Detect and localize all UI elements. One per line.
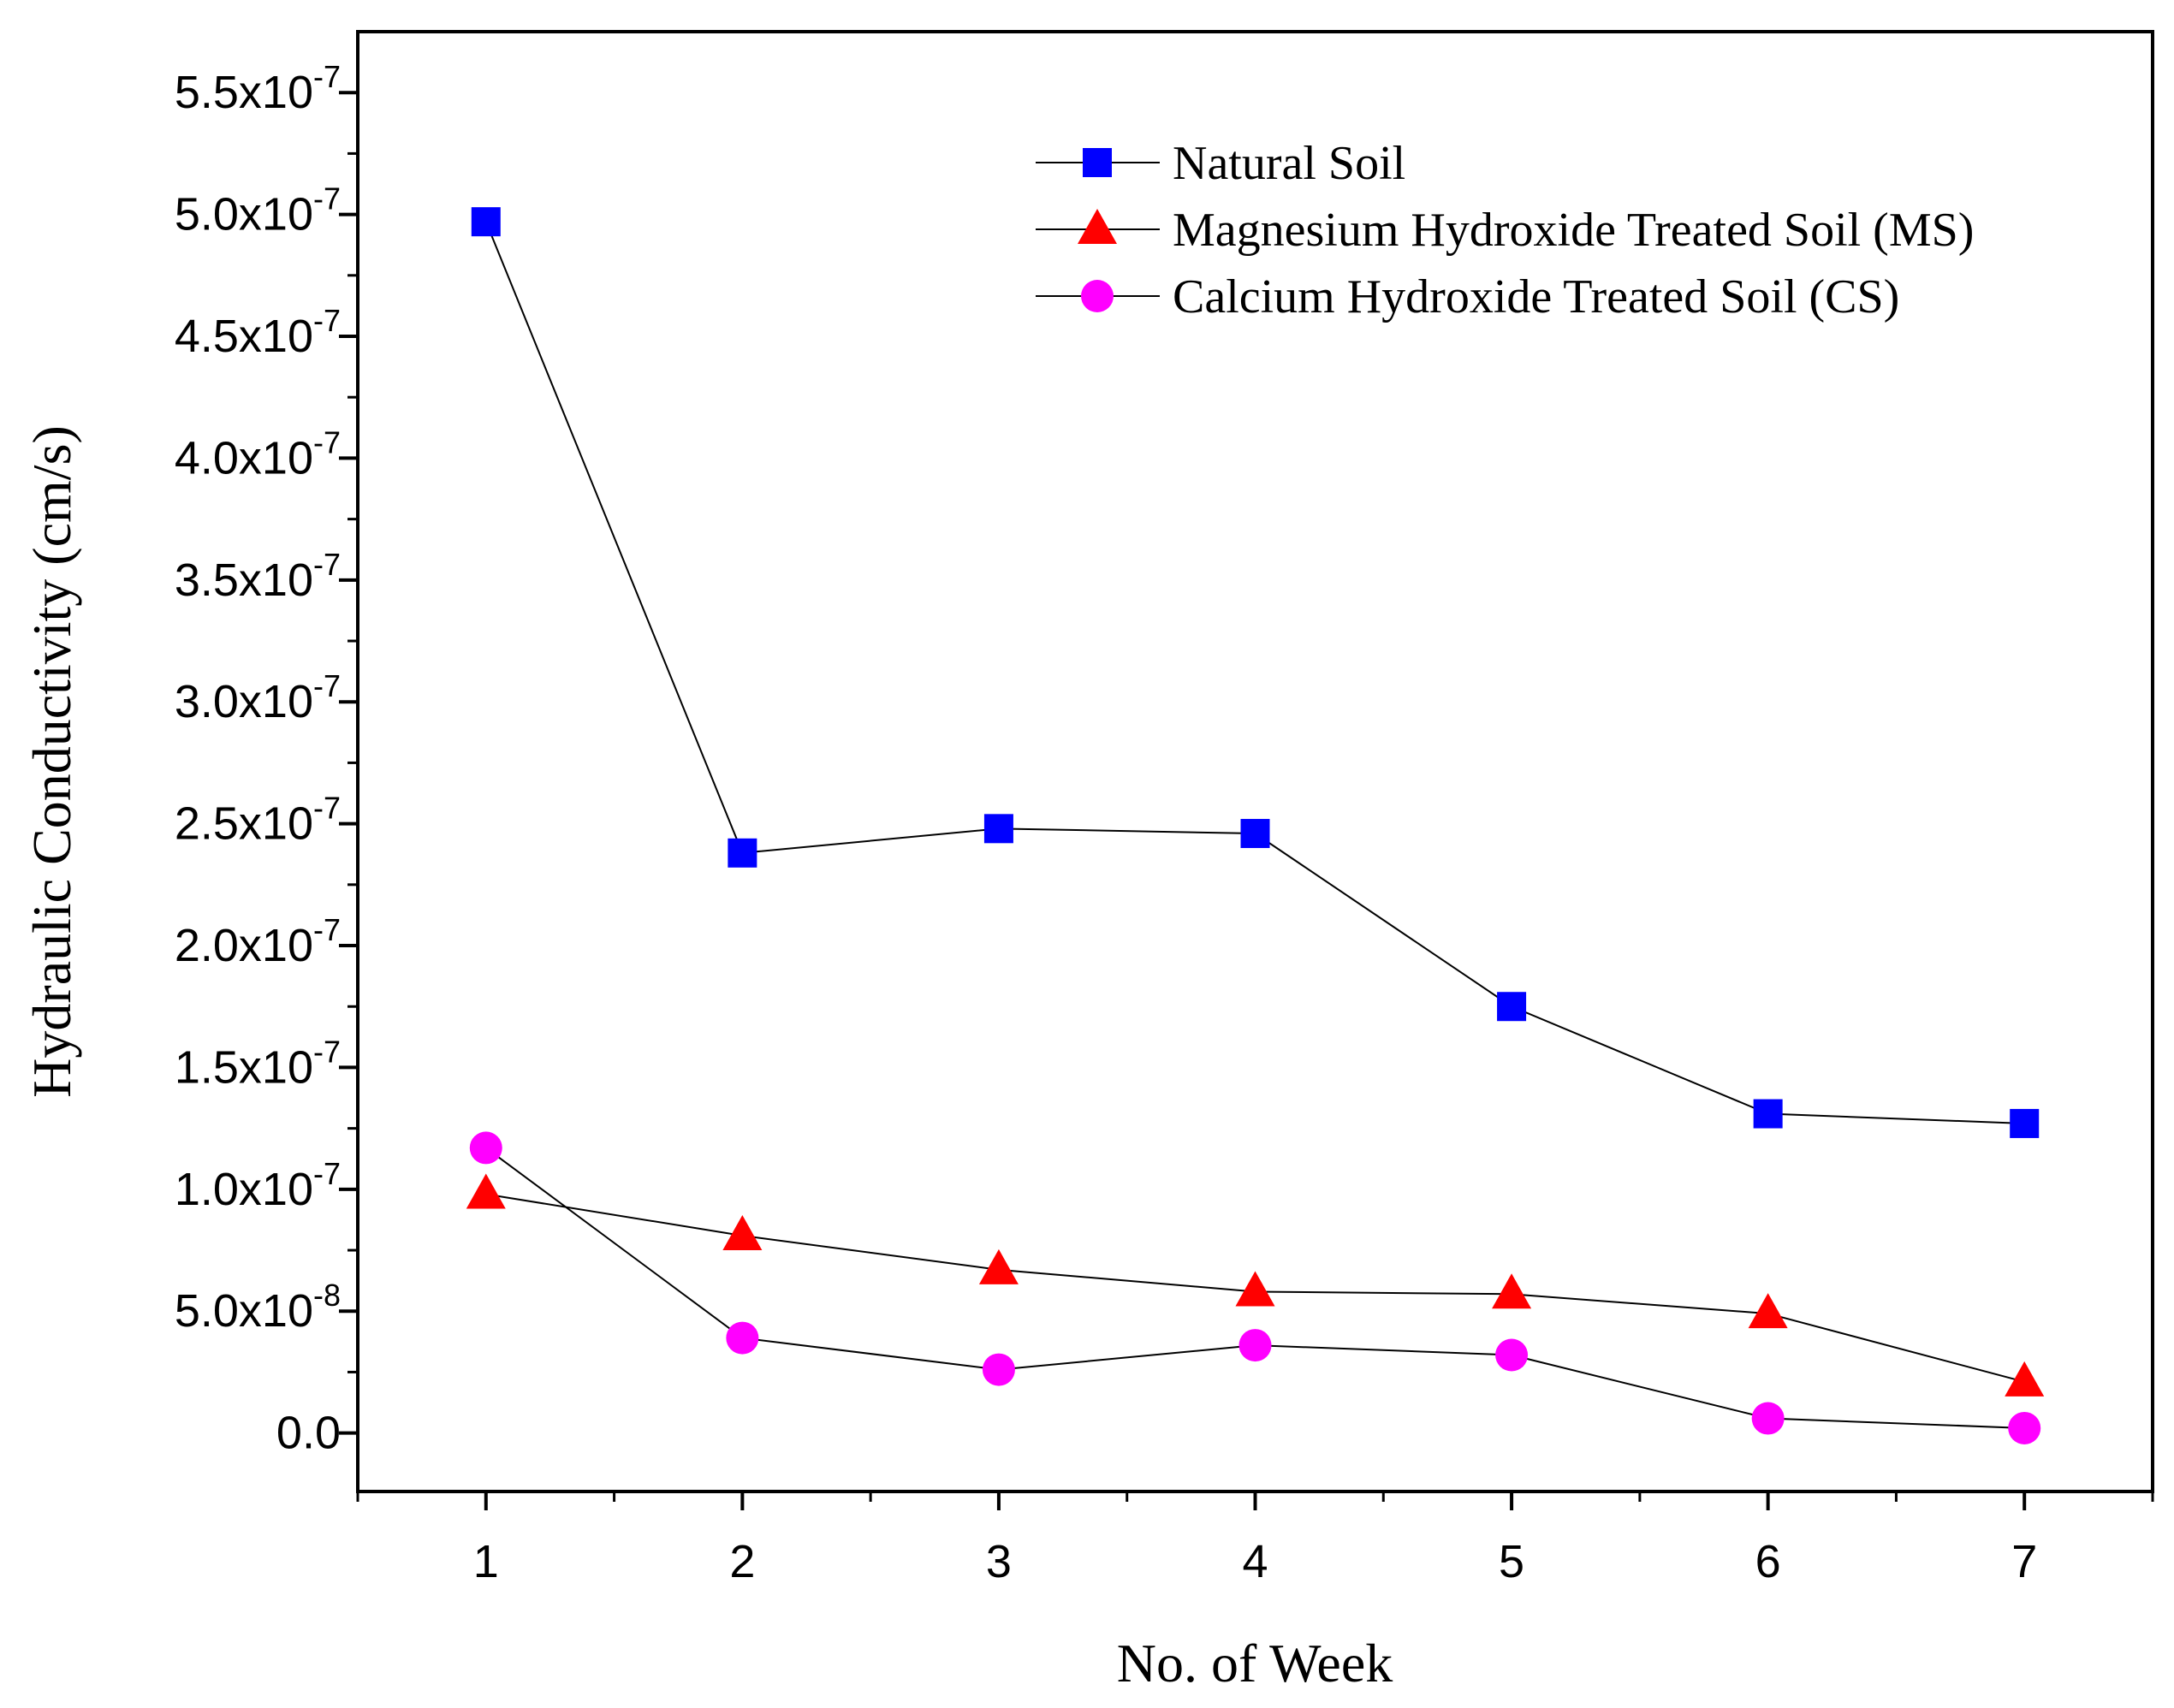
x-tick-label: 5 [1499, 1536, 1524, 1587]
legend-marker-square [1083, 148, 1112, 177]
data-point-circle [469, 1131, 502, 1165]
legend: Natural Soil Magnesium Hydroxide Treated … [1036, 137, 1974, 323]
data-point-square [2010, 1108, 2040, 1138]
y-tick-label: 3.5x10-7 [175, 547, 341, 606]
legend-label: Natural Soil [1173, 137, 1405, 190]
data-point-circle [982, 1353, 1015, 1386]
y-tick-label: 1.0x10-7 [175, 1156, 341, 1215]
y-tick-label: 2.5x10-7 [175, 791, 341, 850]
x-tick-label: 1 [473, 1536, 499, 1587]
series-line-1 [484, 221, 2025, 1124]
y-tick-label: 3.0x10-7 [175, 668, 341, 727]
x-tick-label: 6 [1755, 1536, 1781, 1587]
y-tick-label: 4.0x10-7 [175, 424, 341, 483]
data-point-square [1497, 992, 1527, 1022]
data-point-triangle [1748, 1293, 1788, 1329]
data-point-triangle [1492, 1273, 1532, 1309]
y-tick-label: 5.0x10-8 [175, 1278, 341, 1337]
data-point-triangle [1235, 1271, 1275, 1307]
y-tick-label: 5.5x10-7 [175, 59, 341, 118]
x-tick-label: 2 [729, 1536, 755, 1587]
x-tick-label: 3 [986, 1536, 1012, 1587]
data-point-square [471, 207, 501, 237]
y-tick-label: 0.0 [276, 1408, 341, 1459]
y-axis: 0.0 5.0x10-8 1.0x10-7 1.5x10-7 2.0x10-7 2.5x1… [175, 59, 358, 1459]
legend-marker-triangle [1078, 209, 1117, 244]
data-point-square [728, 838, 757, 868]
data-point-square [1753, 1099, 1783, 1129]
data-point-circle [1751, 1402, 1785, 1435]
legend-label: Magnesium Hydroxide Treated Soil (MS) [1173, 204, 1974, 257]
data-point-circle [2008, 1411, 2041, 1444]
data-point-triangle [2005, 1361, 2045, 1397]
data-point-circle [726, 1321, 759, 1355]
data-point-circle [1238, 1329, 1272, 1362]
data-point-triangle [466, 1173, 506, 1209]
series-markers [466, 207, 2045, 1444]
data-point-triangle [722, 1214, 763, 1250]
y-axis-title: Hydraulic Conductivity (cm/s) [21, 425, 82, 1098]
x-axis-title: No. of Week [1117, 1633, 1393, 1693]
data-point-square [1240, 819, 1270, 849]
x-axis: 1 2 3 4 5 6 7 [356, 1492, 2154, 1587]
data-point-triangle [978, 1248, 1019, 1284]
data-point-square [983, 814, 1013, 844]
x-tick-label: 4 [1242, 1536, 1268, 1587]
y-tick-label: 2.0x10-7 [175, 912, 341, 971]
y-tick-label: 1.5x10-7 [175, 1034, 341, 1093]
data-point-circle [1495, 1338, 1529, 1372]
legend-marker-circle [1081, 280, 1114, 312]
legend-label: Calcium Hydroxide Treated Soil (CS) [1173, 270, 1899, 323]
y-tick-label: 5.0x10-7 [175, 181, 341, 240]
y-tick-label: 4.5x10-7 [175, 303, 341, 362]
x-tick-label: 7 [2011, 1536, 2037, 1587]
